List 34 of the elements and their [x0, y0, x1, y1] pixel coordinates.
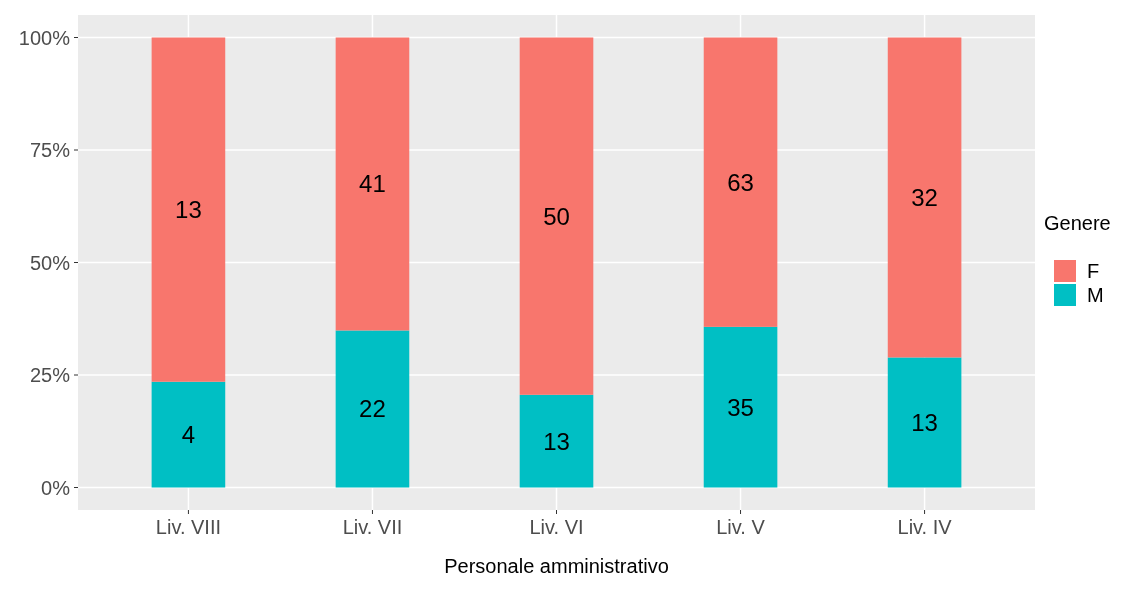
bar — [887, 357, 962, 488]
x-tick-label: Liv. IV — [897, 516, 953, 538]
annotation: 22 — [359, 395, 386, 423]
annotation: 13 — [911, 408, 938, 436]
annotation: 35 — [727, 393, 754, 421]
bar — [519, 37, 594, 395]
y-tick-label: 75% — [29, 139, 71, 161]
y-tick-label: 25% — [29, 364, 71, 386]
x-tick-label: Liv. V — [716, 516, 766, 538]
bar — [703, 37, 778, 327]
y-tick-label: 50% — [29, 251, 71, 274]
annotation: 41 — [359, 170, 386, 198]
annotation: 50 — [543, 202, 570, 230]
annotation: 4 — [181, 421, 196, 449]
bar — [703, 326, 778, 488]
bar — [335, 37, 410, 331]
bar — [519, 394, 594, 488]
x-tick-label: Liv. VIII — [155, 516, 222, 538]
x-axis-title: Personale amministrativo — [444, 555, 669, 577]
legend-label: F — [1087, 260, 1100, 282]
bar — [151, 37, 226, 382]
y-tick-label: 100% — [18, 26, 71, 49]
x-tick-label: Liv. VI — [529, 516, 584, 538]
y-tick-label: 0% — [41, 476, 71, 499]
bar — [887, 37, 962, 358]
annotation: 32 — [911, 183, 938, 211]
legend-title: Genere — [1044, 212, 1111, 234]
bar — [335, 330, 410, 488]
annotation: 63 — [727, 168, 754, 196]
x-tick-label: Liv. VII — [342, 516, 403, 538]
legend-label: M — [1087, 284, 1104, 306]
bar — [151, 381, 226, 488]
annotation: 13 — [543, 427, 570, 455]
annotation: 13 — [175, 196, 202, 224]
